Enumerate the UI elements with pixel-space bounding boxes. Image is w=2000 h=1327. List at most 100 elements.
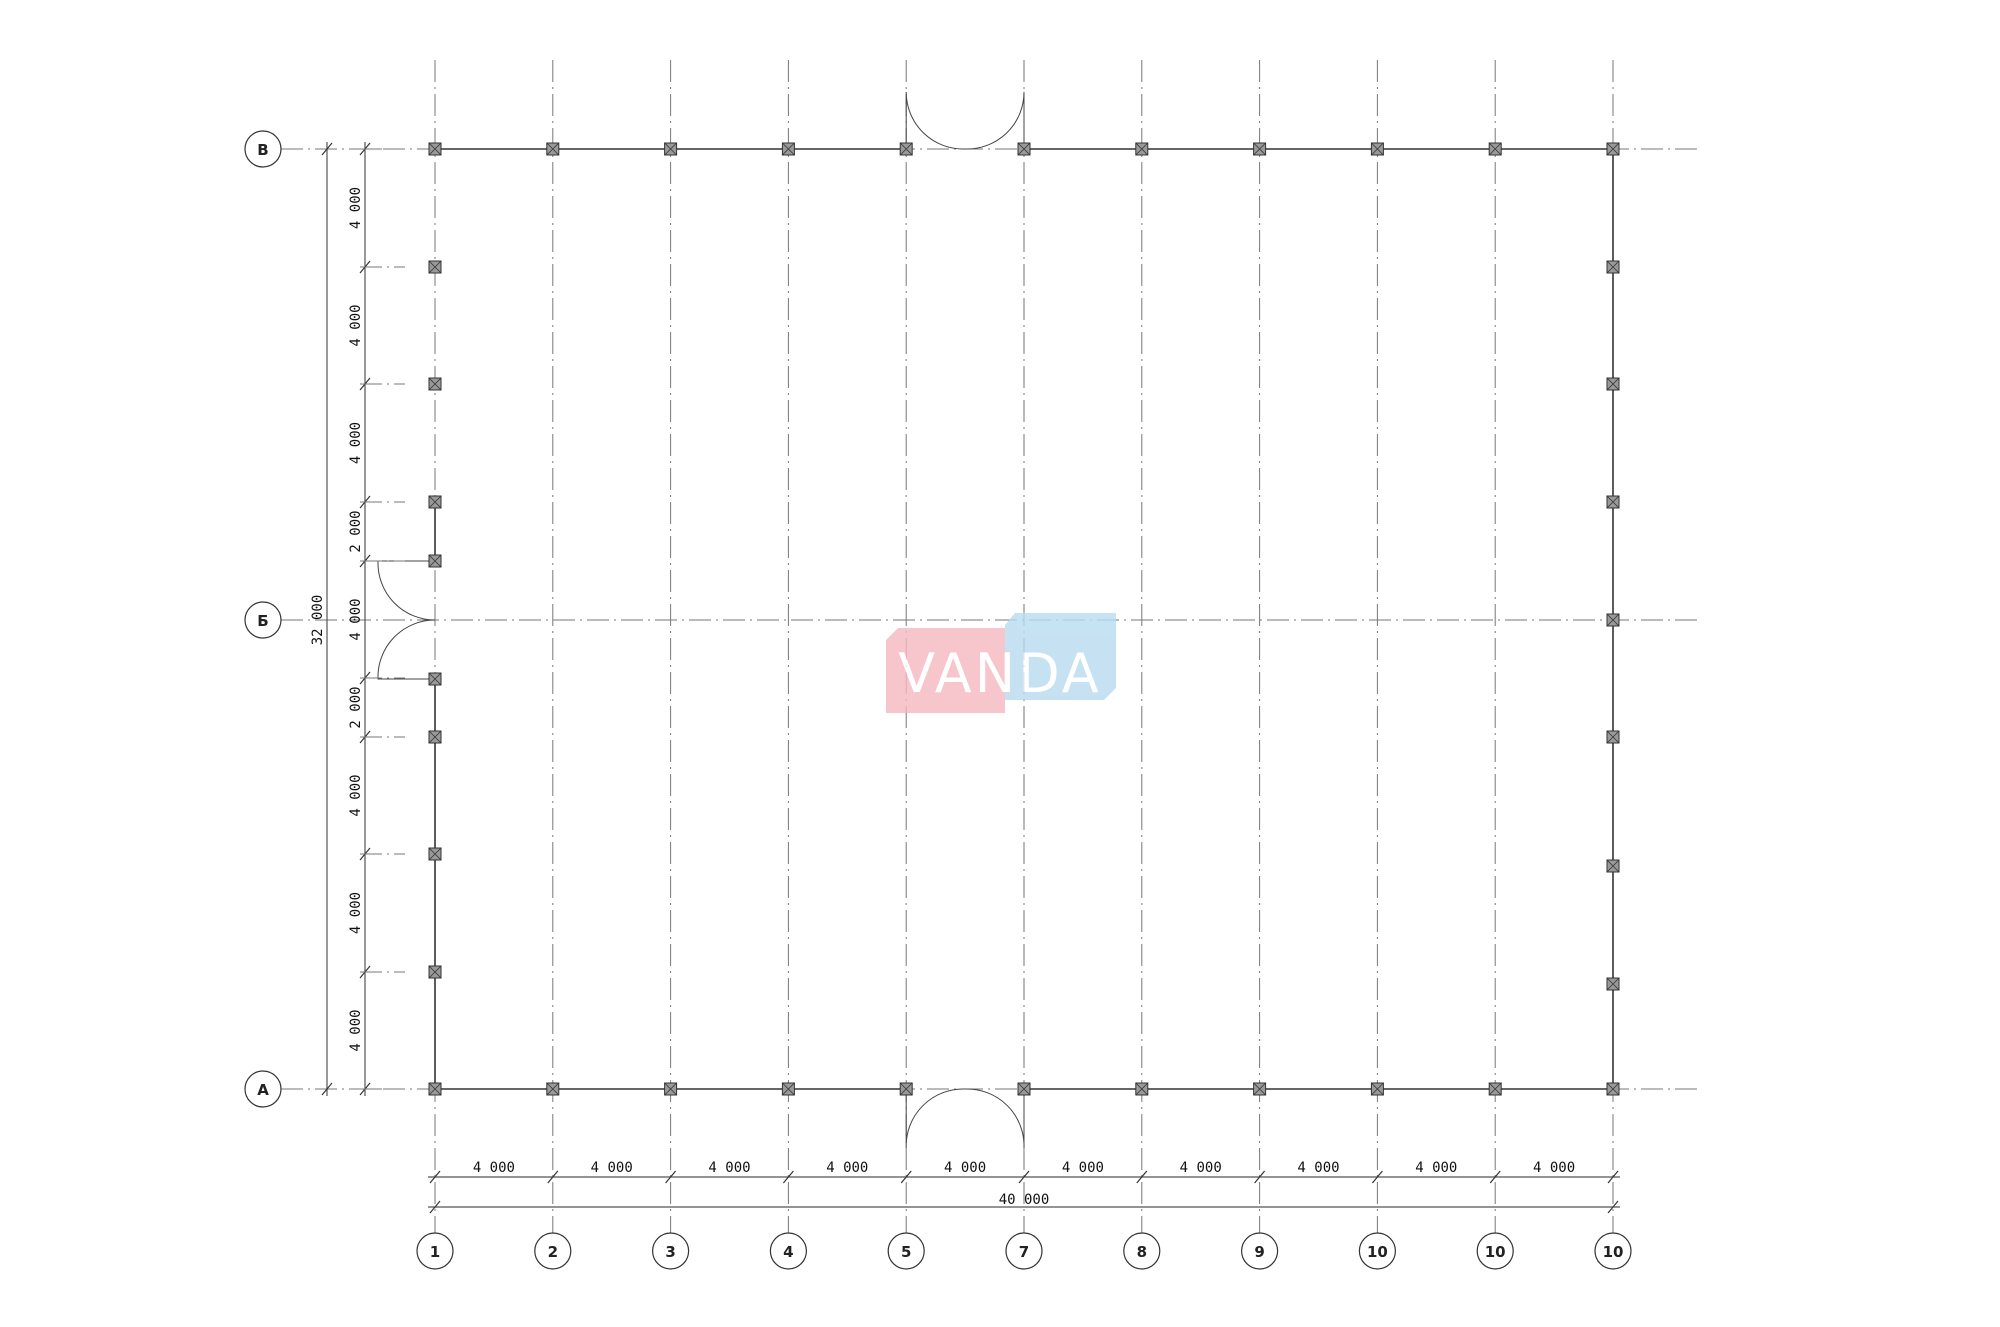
post-cross xyxy=(1253,142,1266,156)
column-post xyxy=(428,260,442,274)
column-post xyxy=(1606,1082,1620,1096)
dimension-text-vertical: 4 000 xyxy=(348,187,364,229)
post-cross xyxy=(428,495,442,509)
post-cross xyxy=(782,1082,795,1096)
post-cross xyxy=(1017,1082,1031,1096)
post-cross xyxy=(1488,1082,1502,1096)
post-cross xyxy=(1606,977,1620,991)
column-post xyxy=(664,1082,678,1096)
dim-tick xyxy=(665,1170,677,1184)
dim-tick xyxy=(900,1170,912,1184)
post-cross xyxy=(1371,1082,1384,1096)
axis-bubble xyxy=(244,1070,282,1108)
dimension-text-vertical: 4 000 xyxy=(348,304,364,346)
post-cross xyxy=(1606,377,1620,391)
column-post xyxy=(428,730,442,744)
column-post xyxy=(428,847,442,861)
column-post xyxy=(781,142,795,156)
logo-left-block xyxy=(886,628,1005,713)
column-post xyxy=(546,142,560,156)
column-post xyxy=(1606,260,1620,274)
column-post xyxy=(1017,142,1031,156)
dim-tick xyxy=(429,1200,441,1214)
column-post xyxy=(428,1082,442,1096)
column-post xyxy=(428,142,442,156)
axis-bubble xyxy=(1123,1232,1161,1270)
dim-tick xyxy=(1371,1170,1383,1184)
axis-bubble xyxy=(1240,1232,1279,1270)
dimension-text: 4 000 xyxy=(944,1160,986,1176)
post-cross xyxy=(1488,142,1502,156)
axis-bubble xyxy=(887,1232,925,1270)
column-post xyxy=(1017,1082,1031,1096)
post-cross xyxy=(1606,260,1620,274)
dimension-text: 4 000 xyxy=(1297,1160,1339,1176)
column-post xyxy=(428,377,442,391)
post-cross xyxy=(1606,142,1620,156)
post-cross xyxy=(428,1082,442,1096)
dimension-text-vertical: 2 000 xyxy=(348,510,364,552)
column-post xyxy=(1135,1082,1149,1096)
dim-tick xyxy=(547,1170,559,1184)
column-post xyxy=(664,142,678,156)
dimension-text: 4 000 xyxy=(826,1160,868,1176)
logo-right-block xyxy=(1005,613,1116,700)
axis-bubble xyxy=(244,601,282,639)
post-cross xyxy=(1606,495,1620,509)
dimension-text-vertical: 4 000 xyxy=(348,422,364,464)
dim-tick xyxy=(321,1082,333,1096)
dimension-text: 4 000 xyxy=(1062,1160,1104,1176)
post-cross xyxy=(428,260,442,274)
column-post xyxy=(781,1082,795,1096)
column-label: 9 xyxy=(1254,1243,1264,1261)
dimension-text-vertical: 4 000 xyxy=(348,598,364,640)
dim-tick xyxy=(782,1170,794,1184)
post-cross xyxy=(428,142,442,156)
column-label: 3 xyxy=(665,1243,675,1261)
post-cross xyxy=(899,142,913,156)
column-label: 7 xyxy=(1019,1243,1029,1261)
door-bottom xyxy=(905,1088,1025,1149)
row-label: Б xyxy=(257,612,268,630)
column-label: 1 xyxy=(430,1243,440,1261)
column-post xyxy=(1606,977,1620,991)
axis-bubble xyxy=(1476,1232,1514,1270)
row-label: В xyxy=(257,141,268,159)
axis-bubble xyxy=(1594,1232,1632,1270)
column-post xyxy=(1606,142,1620,156)
axis-bubble xyxy=(769,1232,808,1270)
post-cross xyxy=(899,1082,913,1096)
dimension-text-vertical: 4 000 xyxy=(348,892,364,934)
column-post xyxy=(899,142,913,156)
dimension-text: 4 000 xyxy=(708,1160,750,1176)
post-cross xyxy=(428,965,442,979)
axis-bubble xyxy=(1358,1232,1397,1270)
column-label: 2 xyxy=(548,1243,558,1261)
column-post xyxy=(1606,377,1620,391)
post-cross xyxy=(546,1082,560,1096)
post-cross xyxy=(428,730,442,744)
post-cross xyxy=(428,554,442,568)
dim-tick xyxy=(1489,1170,1501,1184)
logo-text: VANDA xyxy=(898,642,1101,705)
post-cross xyxy=(428,847,442,861)
dimension-text: 4 000 xyxy=(1415,1160,1457,1176)
column-label: 10 xyxy=(1367,1243,1388,1261)
dimension-text: 4 000 xyxy=(591,1160,633,1176)
column-post xyxy=(1606,730,1620,744)
axis-bubble xyxy=(534,1232,572,1270)
row-label: А xyxy=(257,1081,269,1099)
post-cross xyxy=(664,142,677,156)
column-post xyxy=(428,495,442,509)
column-post xyxy=(1253,1082,1267,1096)
post-cross xyxy=(1606,613,1620,627)
dimension-text-vertical: 2 000 xyxy=(348,686,364,728)
dimension-text-vertical: 4 000 xyxy=(348,774,364,816)
door-left xyxy=(377,560,436,680)
dimension-text: 4 000 xyxy=(1180,1160,1222,1176)
post-cross xyxy=(1606,859,1620,873)
dim-tick xyxy=(429,1170,441,1184)
post-cross xyxy=(1017,142,1031,156)
column-label: 5 xyxy=(901,1243,911,1261)
column-post xyxy=(428,554,442,568)
